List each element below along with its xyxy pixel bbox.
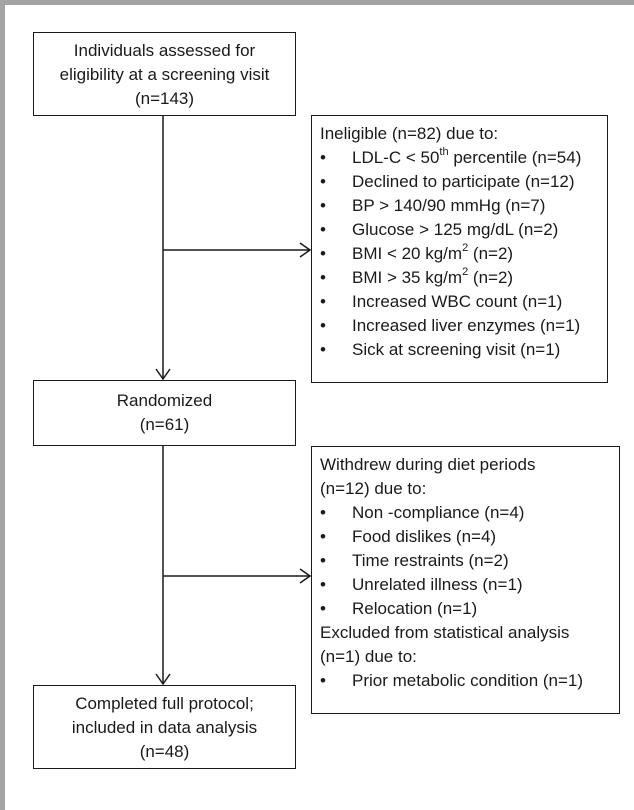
randomized-box: Randomized (n=61) bbox=[33, 380, 296, 446]
reason-text: BMI > 35 kg/m bbox=[352, 268, 463, 287]
reason-text: Time restraints (n=2) bbox=[352, 551, 509, 570]
reason-text: BP > 140/90 mmHg (n=7) bbox=[352, 196, 546, 215]
withdrew-list: • Non -compliance (n=4) • Food dislikes (n=… bbox=[320, 501, 611, 621]
reason-text: Unrelated illness (n=1) bbox=[352, 575, 523, 594]
completed-line1: Completed full protocol; bbox=[75, 694, 254, 713]
bullet-icon: • bbox=[320, 671, 326, 690]
arrowhead-completed bbox=[155, 673, 171, 686]
reason-text: Non -compliance (n=4) bbox=[352, 503, 525, 522]
reason-text-suffix: (n=2) bbox=[468, 268, 514, 287]
withdrawal-reason-item: • Food dislikes (n=4) bbox=[320, 525, 611, 549]
reason-text: Relocation (n=1) bbox=[352, 599, 478, 618]
excluded-heading-line1: Excluded from statistical analysis bbox=[320, 623, 570, 642]
bullet-icon: • bbox=[320, 599, 326, 618]
excluded-heading-line2: (n=1) due to: bbox=[320, 647, 417, 666]
bullet-icon: • bbox=[320, 148, 326, 167]
ineligible-reason-item: • BMI < 20 kg/m2 (n=2) bbox=[320, 242, 599, 266]
reason-text: Declined to participate (n=12) bbox=[352, 172, 575, 191]
reason-text: Glucose > 125 mg/dL (n=2) bbox=[352, 220, 559, 239]
assessed-count: (n=143) bbox=[134, 89, 195, 108]
reason-text-suffix: (n=2) bbox=[468, 244, 514, 263]
reason-superscript: th bbox=[439, 146, 449, 159]
bullet-icon: • bbox=[320, 292, 326, 311]
reason-superscript: 2 bbox=[462, 242, 469, 255]
reason-text: Prior metabolic condition (n=1) bbox=[352, 671, 584, 690]
ineligible-reason-item: • Increased liver enzymes (n=1) bbox=[320, 314, 599, 338]
ineligible-reason-item: • Sick at screening visit (n=1) bbox=[320, 338, 599, 362]
bullet-icon: • bbox=[320, 316, 326, 335]
withdrew-heading-line2: (n=12) due to: bbox=[320, 479, 427, 498]
reason-text: Food dislikes (n=4) bbox=[352, 527, 497, 546]
withdrawal-reason-item: • Non -compliance (n=4) bbox=[320, 501, 611, 525]
completed-box: Completed full protocol; included in dat… bbox=[33, 685, 296, 769]
randomized-count: (n=61) bbox=[139, 415, 190, 434]
bullet-icon: • bbox=[320, 220, 326, 239]
reason-text: Increased liver enzymes (n=1) bbox=[352, 316, 581, 335]
ineligible-reason-item: • Glucose > 125 mg/dL (n=2) bbox=[320, 218, 599, 242]
bullet-icon: • bbox=[320, 268, 326, 287]
withdrawal-reason-item: • Time restraints (n=2) bbox=[320, 549, 611, 573]
bullet-icon: • bbox=[320, 527, 326, 546]
arrowhead-withdrew bbox=[299, 568, 312, 584]
ineligible-list: • LDL-C < 50th percentile (n=54) • Declined… bbox=[320, 146, 599, 362]
bullet-icon: • bbox=[320, 244, 326, 263]
assessed-box: Individuals assessed for eligibility at … bbox=[33, 32, 296, 116]
excluded-list: • Prior metabolic condition (n=1) bbox=[320, 669, 611, 693]
arrowhead-ineligible bbox=[299, 242, 312, 258]
ineligible-reason-item: • Declined to participate (n=12) bbox=[320, 170, 599, 194]
bullet-icon: • bbox=[320, 503, 326, 522]
bullet-icon: • bbox=[320, 340, 326, 359]
withdrawal-reason-item: • Unrelated illness (n=1) bbox=[320, 573, 611, 597]
randomized-label: Randomized bbox=[116, 391, 213, 410]
ineligible-reason-item: • BMI > 35 kg/m2 (n=2) bbox=[320, 266, 599, 290]
completed-count: (n=48) bbox=[139, 742, 190, 761]
bullet-icon: • bbox=[320, 196, 326, 215]
reason-text: BMI < 20 kg/m bbox=[352, 244, 463, 263]
reason-text: Increased WBC count (n=1) bbox=[352, 292, 563, 311]
exclusion-reason-item: • Prior metabolic condition (n=1) bbox=[320, 669, 611, 693]
withdrew-box: Withdrew during diet periods (n=12) due … bbox=[311, 446, 620, 714]
bullet-icon: • bbox=[320, 575, 326, 594]
ineligible-heading: Ineligible (n=82) due to: bbox=[320, 124, 499, 143]
assessed-line2: eligibility at a screening visit bbox=[59, 65, 270, 84]
reason-text-suffix: percentile (n=54) bbox=[448, 148, 582, 167]
withdrew-heading-line1: Withdrew during diet periods bbox=[320, 455, 536, 474]
ineligible-box: Ineligible (n=82) due to: • LDL-C < 50th … bbox=[311, 115, 608, 383]
reason-text: Sick at screening visit (n=1) bbox=[352, 340, 561, 359]
assessed-line1: Individuals assessed for bbox=[73, 41, 256, 60]
reason-text: LDL-C < 50 bbox=[352, 148, 440, 167]
completed-line2: included in data analysis bbox=[71, 718, 258, 737]
ineligible-reason-item: • LDL-C < 50th percentile (n=54) bbox=[320, 146, 599, 170]
ineligible-reason-item: • Increased WBC count (n=1) bbox=[320, 290, 599, 314]
arrowhead-randomized bbox=[155, 368, 171, 381]
ineligible-reason-item: • BP > 140/90 mmHg (n=7) bbox=[320, 194, 599, 218]
bullet-icon: • bbox=[320, 551, 326, 570]
bullet-icon: • bbox=[320, 172, 326, 191]
withdrawal-reason-item: • Relocation (n=1) bbox=[320, 597, 611, 621]
reason-superscript: 2 bbox=[462, 266, 469, 279]
